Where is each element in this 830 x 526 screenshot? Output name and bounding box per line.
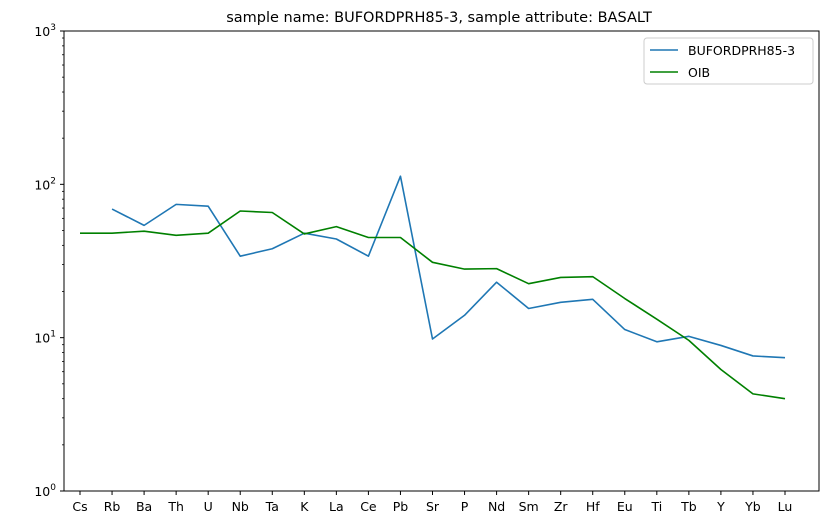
x-tick-label: Y xyxy=(716,499,725,514)
legend-label: OIB xyxy=(688,65,710,80)
x-tick-label: Eu xyxy=(617,499,633,514)
y-tick-label: 100 xyxy=(34,483,56,499)
x-axis: Cs Rb Ba Th U Nb Ta K La Ce Pb Sr P Nd Sm Zr Hf Eu Ti Tb Y Yb… xyxy=(72,491,792,514)
x-tick-label: Th xyxy=(167,499,184,514)
x-tick-label: Tb xyxy=(680,499,697,514)
series-group xyxy=(80,175,786,400)
x-tick-label: Yb xyxy=(744,499,761,514)
x-tick-label: Ce xyxy=(360,499,377,514)
y-tick-label: 103 xyxy=(34,23,56,39)
x-tick-label: Pb xyxy=(393,499,409,514)
chart-title: sample name: BUFORDPRH85-3, sample attri… xyxy=(226,10,652,26)
x-tick-label: K xyxy=(300,499,309,514)
y-tick-label: 101 xyxy=(34,330,56,346)
legend-label: BUFORDPRH85-3 xyxy=(688,43,795,58)
series-line-2 xyxy=(80,210,786,400)
x-tick-label: Ba xyxy=(136,499,152,514)
x-tick-label: Ti xyxy=(650,499,662,514)
legend: BUFORDPRH85-3 OIB xyxy=(643,37,814,85)
legend-box xyxy=(643,37,814,85)
y-axis: 100 101 102 103 xyxy=(34,23,64,499)
x-tick-label: Nb xyxy=(232,499,249,514)
y-tick-label: 102 xyxy=(34,176,56,192)
series-line-1 xyxy=(111,175,786,359)
x-tick-label: Lu xyxy=(778,499,793,514)
x-tick-label: Nd xyxy=(488,499,505,514)
x-tick-label: La xyxy=(329,499,344,514)
x-tick-label: U xyxy=(204,499,213,514)
x-tick-label: Hf xyxy=(586,499,600,514)
x-tick-label: Rb xyxy=(104,499,121,514)
x-tick-label: Cs xyxy=(72,499,87,514)
x-tick-label: Zr xyxy=(554,499,569,514)
x-tick-label: Sm xyxy=(519,499,539,514)
plot-frame xyxy=(63,30,820,492)
x-tick-label: P xyxy=(461,499,469,514)
x-tick-label: Sr xyxy=(426,499,440,514)
x-tick-label: Ta xyxy=(265,499,279,514)
